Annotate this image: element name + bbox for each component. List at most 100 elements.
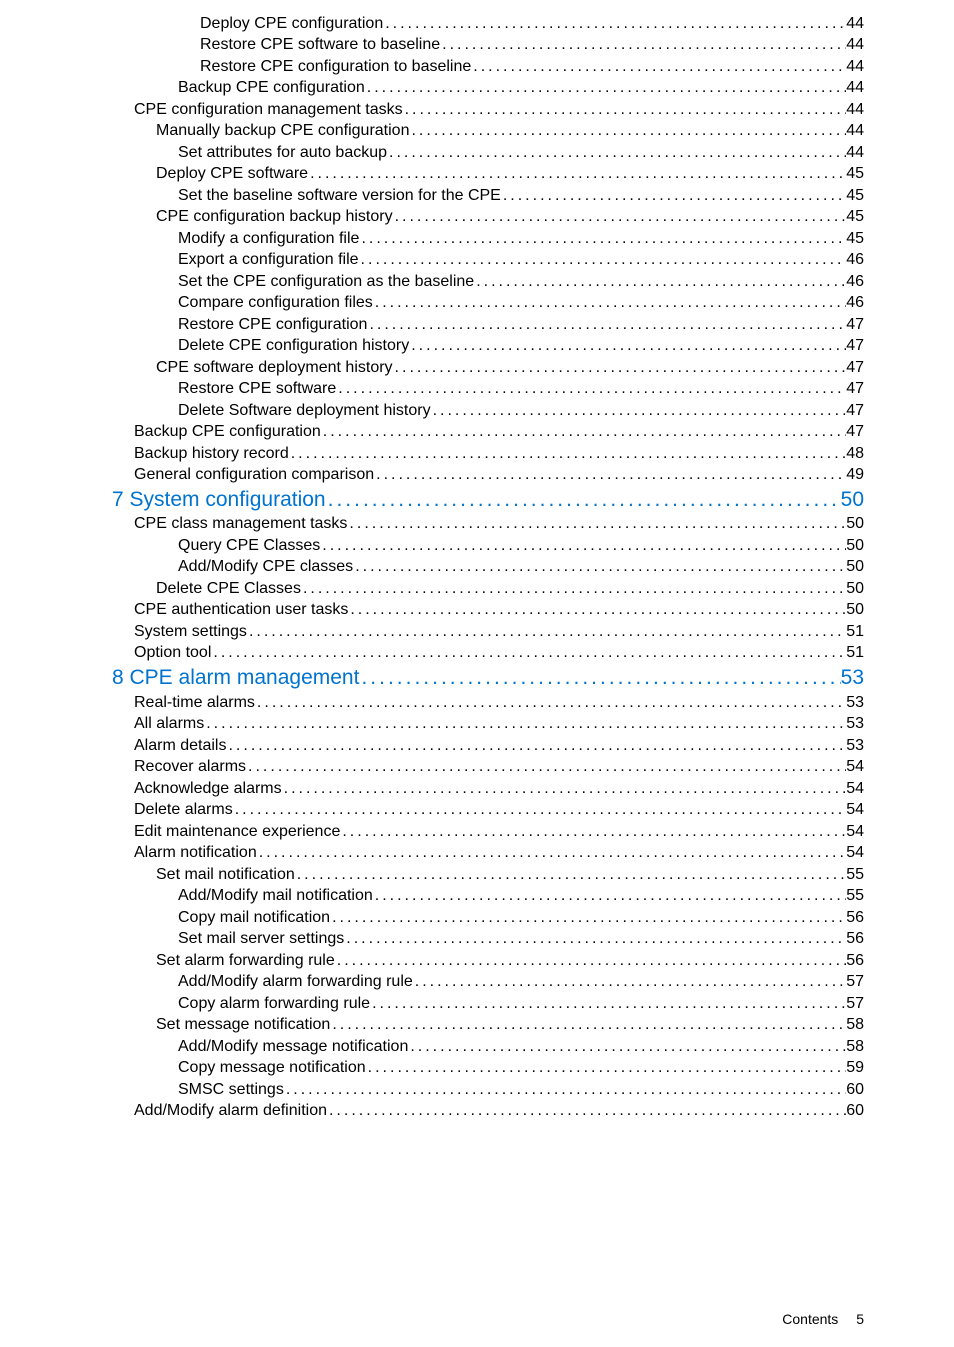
toc-entry[interactable]: Alarm notification54 (90, 843, 864, 863)
toc-entry[interactable]: Delete CPE configuration history47 (90, 336, 864, 356)
toc-leader-dots (403, 100, 847, 120)
toc-entry-label: General configuration comparison (90, 465, 374, 485)
toc-leader-dots (471, 57, 846, 77)
toc-leader-dots (353, 557, 846, 577)
toc-entry[interactable]: Set message notification58 (90, 1015, 864, 1035)
toc-entry-label: Real-time alarms (90, 693, 255, 713)
toc-leader-dots (336, 379, 846, 399)
toc-entry[interactable]: SMSC settings60 (90, 1080, 864, 1100)
toc-entry[interactable]: Export a configuration file46 (90, 250, 864, 270)
toc-entry[interactable]: Restore CPE configuration to baseline 44 (90, 57, 864, 77)
toc-entry[interactable]: Modify a configuration file45 (90, 229, 864, 249)
toc-entry[interactable]: Query CPE Classes50 (90, 536, 864, 556)
toc-entry[interactable]: Restore CPE software to baseline 44 (90, 35, 864, 55)
toc-leader-dots (308, 164, 846, 184)
toc-entry-page: 47 (846, 422, 864, 442)
toc-entry[interactable]: System settings51 (90, 622, 864, 642)
toc-entry[interactable]: Add/Modify message notification58 (90, 1037, 864, 1057)
toc-entry-label: SMSC settings (90, 1080, 284, 1100)
toc-leader-dots (247, 622, 846, 642)
toc-chapter-entry[interactable]: 8 CPE alarm management53 (90, 665, 864, 691)
toc-entry-page: 53 (846, 736, 864, 756)
toc-entry[interactable]: Delete CPE Classes50 (90, 579, 864, 599)
toc-entry[interactable]: Restore CPE software47 (90, 379, 864, 399)
toc-entry[interactable]: Set attributes for auto backup 44 (90, 143, 864, 163)
toc-entry[interactable]: CPE configuration backup history 45 (90, 207, 864, 227)
toc-entry[interactable]: Set mail notification55 (90, 865, 864, 885)
toc-entry-page: 46 (846, 272, 864, 292)
toc-leader-dots (326, 487, 841, 513)
toc-entry[interactable]: Set the CPE configuration as the baselin… (90, 272, 864, 292)
toc-entry-label: Delete alarms (90, 800, 233, 820)
toc-entry[interactable]: Set alarm forwarding rule56 (90, 951, 864, 971)
toc-entry-page: 50 (846, 579, 864, 599)
toc-leader-dots (204, 714, 846, 734)
toc-entry[interactable]: Copy mail notification56 (90, 908, 864, 928)
toc-entry-page: 50 (846, 600, 864, 620)
toc-entry[interactable]: Backup CPE configuration 44 (90, 78, 864, 98)
toc-leader-dots (501, 186, 846, 206)
toc-entry-label: 7 System configuration (90, 487, 326, 513)
toc-entry[interactable]: Delete Software deployment history47 (90, 401, 864, 421)
toc-leader-dots (320, 536, 846, 556)
toc-leader-dots (373, 886, 846, 906)
toc-entry-label: Add/Modify message notification (90, 1037, 408, 1057)
toc-leader-dots (393, 207, 847, 227)
toc-entry-label: Set mail server settings (90, 929, 344, 949)
toc-entry[interactable]: Add/Modify CPE classes50 (90, 557, 864, 577)
toc-entry[interactable]: Copy alarm forwarding rule57 (90, 994, 864, 1014)
toc-entry-label: Backup CPE configuration (90, 422, 321, 442)
toc-entry[interactable]: Alarm details53 (90, 736, 864, 756)
toc-entry[interactable]: Set mail server settings56 (90, 929, 864, 949)
toc-leader-dots (409, 121, 846, 141)
toc-entry[interactable]: Backup CPE configuration 47 (90, 422, 864, 442)
toc-entry[interactable]: Deploy CPE configuration44 (90, 14, 864, 34)
toc-leader-dots (321, 422, 846, 442)
toc-entry-page: 47 (846, 358, 864, 378)
toc-entry[interactable]: Backup history record48 (90, 444, 864, 464)
toc-entry-page: 48 (846, 444, 864, 464)
toc-entry[interactable]: General configuration comparison49 (90, 465, 864, 485)
toc-entry[interactable]: Add/Modify alarm definition60 (90, 1101, 864, 1121)
toc-entry[interactable]: CPE software deployment history47 (90, 358, 864, 378)
toc-entry[interactable]: Real-time alarms53 (90, 693, 864, 713)
toc-entry[interactable]: Acknowledge alarms54 (90, 779, 864, 799)
toc-entry[interactable]: CPE class management tasks50 (90, 514, 864, 534)
toc-entry-page: 50 (841, 487, 864, 513)
toc-entry-page: 54 (846, 800, 864, 820)
toc-entry[interactable]: Manually backup CPE configuration44 (90, 121, 864, 141)
toc-leader-dots (359, 250, 847, 270)
toc-entry[interactable]: All alarms53 (90, 714, 864, 734)
toc-entry-page: 44 (846, 57, 864, 77)
toc-entry-label: CPE class management tasks (90, 514, 347, 534)
toc-entry-page: 54 (846, 779, 864, 799)
toc-entry-label: Copy mail notification (90, 908, 330, 928)
toc-entry-label: CPE configuration backup history (90, 207, 393, 227)
toc-entry-page: 45 (846, 207, 864, 227)
toc-entry[interactable]: Restore CPE configuration47 (90, 315, 864, 335)
toc-leader-dots (233, 800, 847, 820)
toc-entry-label: Add/Modify alarm definition (90, 1101, 327, 1121)
toc-entry[interactable]: Deploy CPE software45 (90, 164, 864, 184)
table-of-contents: Deploy CPE configuration44Restore CPE so… (90, 14, 864, 1122)
footer-page-number: 5 (842, 1311, 864, 1327)
toc-entry[interactable]: Copy message notification59 (90, 1058, 864, 1078)
toc-entry[interactable]: Set the baseline software version for th… (90, 186, 864, 206)
toc-entry[interactable]: Option tool51 (90, 643, 864, 663)
toc-entry[interactable]: Edit maintenance experience54 (90, 822, 864, 842)
toc-chapter-entry[interactable]: 7 System configuration 50 (90, 487, 864, 513)
toc-entry[interactable]: Recover alarms54 (90, 757, 864, 777)
toc-entry-page: 55 (846, 865, 864, 885)
toc-entry[interactable]: Add/Modify mail notification55 (90, 886, 864, 906)
toc-entry[interactable]: CPE authentication user tasks50 (90, 600, 864, 620)
toc-entry[interactable]: Delete alarms 54 (90, 800, 864, 820)
toc-entry-label: Add/Modify CPE classes (90, 557, 353, 577)
toc-entry-page: 44 (846, 35, 864, 55)
toc-entry[interactable]: Add/Modify alarm forwarding rule57 (90, 972, 864, 992)
toc-entry-label: Option tool (90, 643, 211, 663)
toc-entry-page: 58 (846, 1015, 864, 1035)
toc-entry[interactable]: Compare configuration files46 (90, 293, 864, 313)
toc-leader-dots (359, 665, 840, 691)
toc-leader-dots (257, 843, 846, 863)
toc-entry[interactable]: CPE configuration management tasks44 (90, 100, 864, 120)
